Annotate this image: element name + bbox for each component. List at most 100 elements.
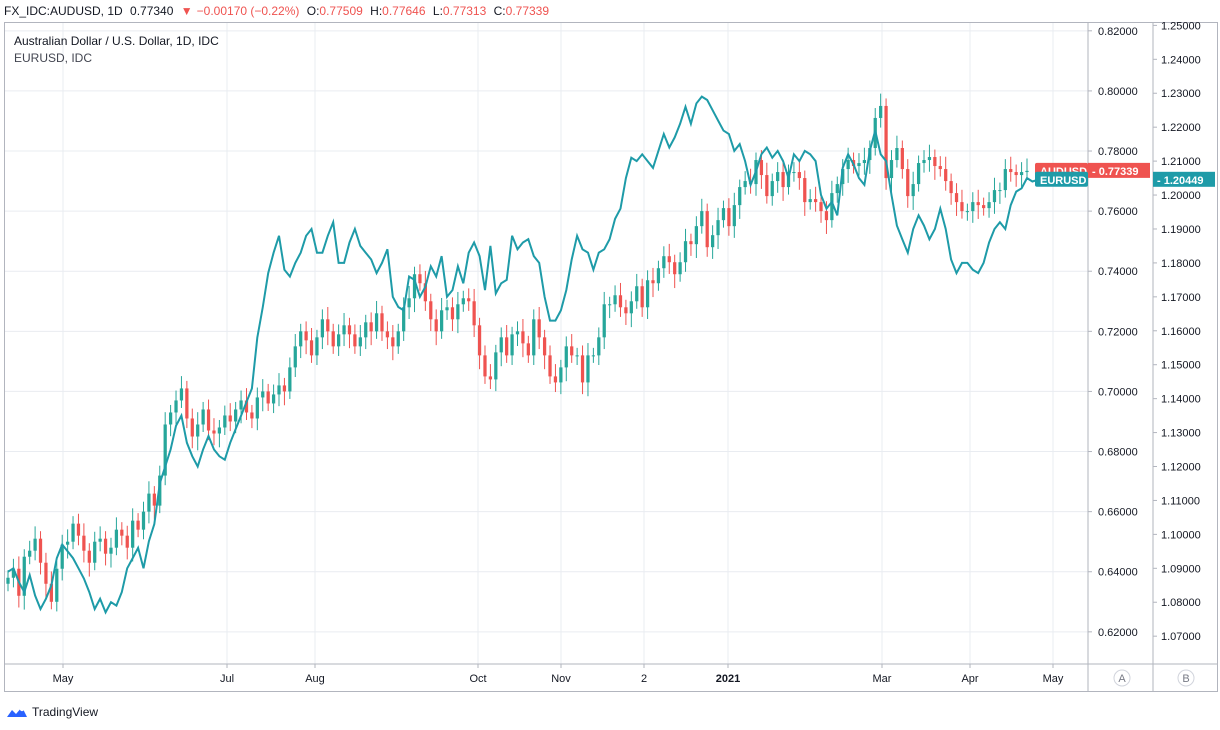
chart-canvas[interactable]: 0.82000 0.80000 0.78000 0.76000 0.74000 0.720…	[0, 0, 1220, 700]
candle-body	[927, 157, 932, 161]
change-down-icon: ▼	[180, 4, 193, 18]
candle-body	[261, 391, 265, 398]
candle-body	[163, 424, 167, 476]
candle-body	[190, 418, 194, 437]
symbol-header: FX_IDC:AUDUSD, 1D 0.77340 ▼ −0.00170 (−0.…	[4, 2, 553, 20]
x-tick-label: Nov	[551, 673, 571, 685]
candle-body	[998, 190, 1002, 192]
y-tick-label-eurusd: 1.21000	[1161, 156, 1201, 168]
candle-body	[678, 262, 682, 275]
candle-body	[629, 301, 633, 314]
chart-legend-main[interactable]: Australian Dollar / U.S. Dollar, 1D, IDC	[14, 34, 219, 48]
candle-body	[109, 547, 113, 554]
candle-body	[358, 337, 362, 347]
candle-body	[353, 334, 357, 347]
x-tick-label: Jul	[220, 673, 234, 685]
candle-body	[488, 376, 493, 380]
candle-body	[759, 160, 764, 176]
candle-body	[645, 280, 650, 308]
y-tick-label-eurusd: 1.15000	[1161, 360, 1201, 372]
candle-body	[591, 355, 596, 357]
chart-legend-compare[interactable]: EURUSD, IDC	[14, 51, 93, 65]
grid-lines	[5, 23, 1088, 664]
y-tick-label-eurusd: 1.10000	[1161, 529, 1201, 541]
scale-button-b[interactable]: B	[1177, 669, 1195, 687]
candle-body	[494, 352, 498, 380]
x-tick-label: 2021	[716, 673, 740, 685]
candle-body	[613, 295, 617, 305]
candle-body	[44, 562, 48, 584]
x-tick-label: Apr	[961, 673, 978, 685]
scale-button-a[interactable]: A	[1113, 669, 1131, 687]
candle-body	[526, 343, 530, 356]
candle-body	[618, 295, 623, 308]
y-tick-label-eurusd: 1.24000	[1161, 54, 1201, 66]
candle-body	[830, 193, 834, 221]
candle-body	[954, 193, 959, 203]
candle-body	[776, 172, 780, 182]
candle-body	[55, 568, 59, 602]
candle-body	[402, 307, 406, 332]
symbol-label[interactable]: FX_IDC:AUDUSD, 1D	[4, 4, 123, 18]
candle-body	[732, 205, 736, 227]
candle-body	[819, 202, 823, 212]
candle-body	[835, 184, 839, 194]
candle-body	[916, 163, 921, 185]
candle-body	[434, 319, 438, 332]
candle-body	[1003, 169, 1007, 191]
candle-body	[808, 199, 812, 203]
x-tick-label: Aug	[305, 673, 325, 685]
candle-body	[879, 105, 883, 118]
candle-body	[71, 523, 75, 542]
candle-body	[992, 190, 997, 203]
candle-body	[380, 313, 384, 332]
candle-body	[965, 211, 970, 213]
candle-body	[391, 337, 395, 347]
candle-body	[683, 241, 688, 263]
candle-body	[987, 202, 991, 209]
candle-body	[662, 256, 666, 269]
candle-body	[770, 181, 774, 197]
candle-body	[131, 520, 135, 548]
candle-body	[33, 538, 37, 551]
candle-body	[738, 187, 742, 206]
candle-body	[412, 274, 417, 299]
candle-body	[244, 400, 249, 413]
price-badge-value: - 1.20449	[1157, 175, 1203, 187]
candle-body	[700, 211, 704, 227]
candle-body	[477, 325, 482, 356]
brand-name[interactable]: TradingView	[32, 705, 99, 719]
candle-body	[185, 388, 189, 419]
y-tick-label-eurusd: 1.07000	[1161, 631, 1201, 643]
candle-body	[532, 319, 536, 356]
candle-body	[456, 304, 460, 320]
candle-body	[667, 256, 671, 263]
candle-body	[743, 181, 747, 188]
candle-body	[900, 148, 904, 170]
y-tick-label-eurusd: 1.20000	[1161, 190, 1201, 202]
high-label: H:	[370, 4, 383, 18]
y-tick-label-eurusd: 1.19000	[1161, 224, 1201, 236]
candle-body	[60, 544, 64, 569]
candle-body	[385, 331, 390, 338]
y-tick-label-eurusd: 1.25000	[1161, 20, 1201, 32]
high-value: 0.77646	[382, 4, 426, 18]
y-tick-label-eurusd: 1.14000	[1161, 394, 1201, 406]
candle-body	[342, 325, 346, 335]
candle-body	[542, 337, 547, 356]
candle-body	[938, 166, 942, 170]
y-tick-label-audusd: 0.68000	[1098, 447, 1138, 459]
low-value: 0.77313	[442, 4, 487, 18]
candle-body	[255, 397, 259, 419]
y-tick-label-eurusd: 1.23000	[1161, 88, 1201, 100]
scale-button-circle	[1113, 669, 1131, 687]
candle-body	[429, 301, 433, 320]
candle-body	[564, 346, 568, 368]
candle-body	[651, 280, 655, 284]
candle-body	[87, 550, 91, 563]
candle-body	[1014, 172, 1018, 176]
candle-body	[884, 105, 888, 179]
candle-body	[293, 346, 297, 368]
y-tick-label-audusd: 0.64000	[1098, 567, 1138, 579]
candle-body	[933, 157, 937, 167]
